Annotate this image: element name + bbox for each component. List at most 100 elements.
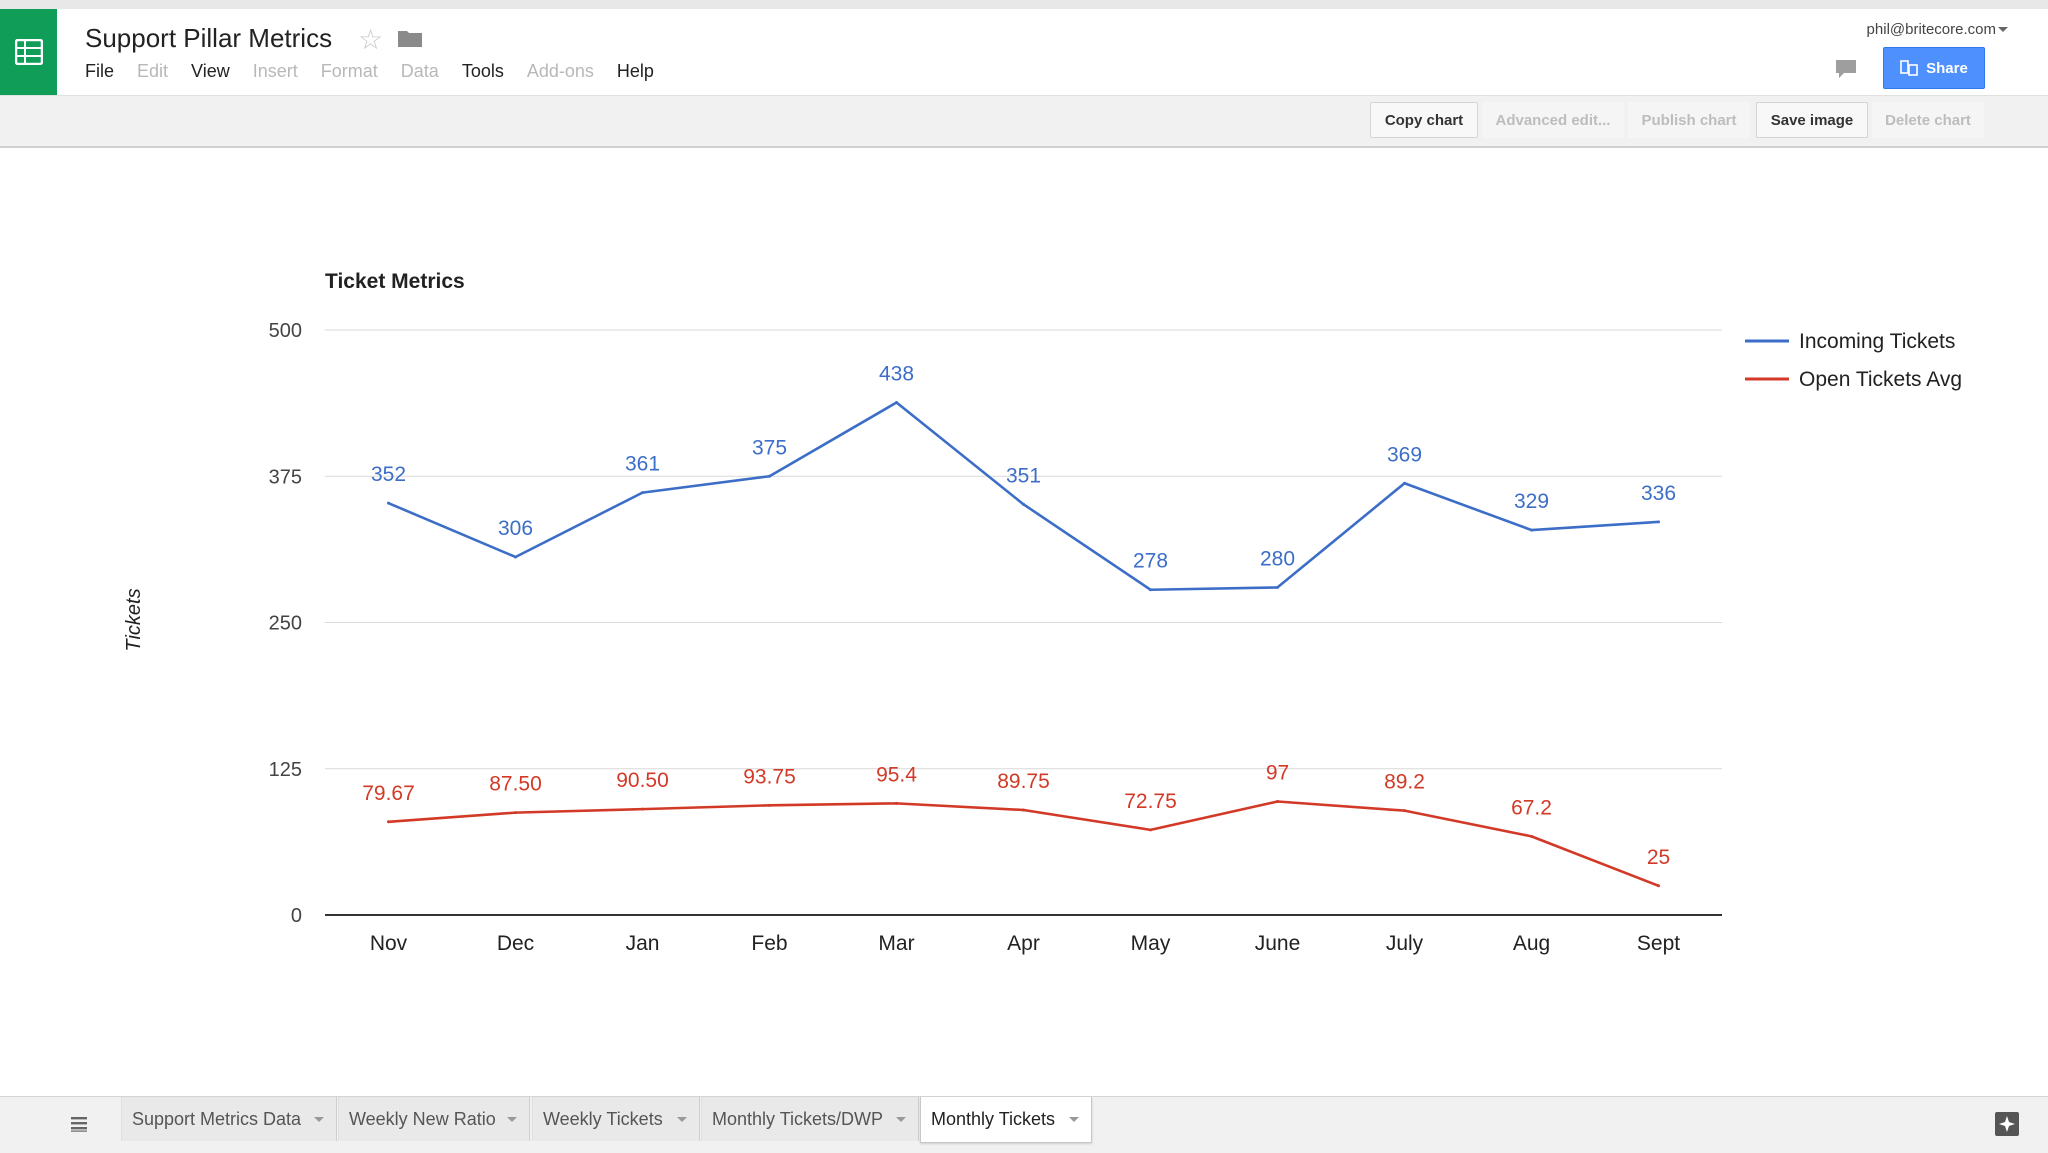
tab-caret-icon[interactable]: [1069, 1117, 1079, 1122]
data-label: 25: [1647, 846, 1670, 869]
menu-tools[interactable]: Tools: [461, 61, 504, 81]
all-sheets-icon[interactable]: [69, 1115, 89, 1138]
data-point: [641, 807, 644, 811]
data-label: 336: [1641, 482, 1676, 505]
sheet-tab-label: Support Metrics Data: [132, 1108, 302, 1129]
y-tick-label: 375: [269, 466, 302, 488]
chart-title: Ticket Metrics: [325, 270, 465, 293]
x-tick-label: June: [1255, 932, 1301, 955]
menu-addons[interactable]: Add-ons: [526, 61, 594, 81]
legend-entry: Incoming Tickets: [1799, 330, 1955, 353]
account-caret-icon[interactable]: [1998, 27, 2008, 32]
y-tick-label: 250: [269, 613, 302, 635]
menu-insert[interactable]: Insert: [252, 61, 298, 81]
chart-area[interactable]: Ticket Metrics Tickets 0 125 250 375 500 Nov D…: [0, 148, 2048, 1096]
sheet-tab-label: Monthly Tickets/DWP: [712, 1108, 884, 1129]
sheet-tab-monthly-tickets-dwp[interactable]: Monthly Tickets/DWP: [701, 1097, 919, 1141]
y-axis-title: Tickets: [123, 588, 145, 651]
user-account[interactable]: phil@britecore.com: [1866, 21, 1996, 38]
tab-caret-icon[interactable]: [507, 1117, 517, 1122]
explore-icon[interactable]: [1994, 1111, 2020, 1142]
sheet-tab-monthly-tickets[interactable]: Monthly Tickets: [920, 1097, 1092, 1143]
tab-caret-icon[interactable]: [677, 1117, 687, 1122]
data-point: [387, 820, 390, 824]
data-point: [1530, 834, 1533, 838]
data-label: 97: [1266, 762, 1289, 785]
data-label: 278: [1133, 550, 1168, 573]
data-label: 352: [371, 463, 406, 486]
x-tick-label: Nov: [370, 932, 408, 955]
data-label: 89.2: [1384, 771, 1425, 794]
menu-bar: File Edit View Insert Format Data Tools …: [85, 61, 677, 82]
share-button[interactable]: Share: [1883, 47, 1985, 89]
menu-help[interactable]: Help: [616, 61, 654, 81]
data-label: 375: [752, 436, 787, 459]
menu-data[interactable]: Data: [400, 61, 439, 81]
share-lock-icon: [1900, 60, 1918, 76]
data-label: 95.4: [876, 763, 917, 786]
comment-icon[interactable]: [1834, 58, 1858, 85]
sheet-tab-label: Weekly Tickets: [543, 1108, 663, 1129]
series-line-incoming-tickets: [387, 401, 1659, 592]
app-header: Support Pillar Metrics ☆ File Edit View …: [0, 9, 2048, 96]
menu-edit[interactable]: Edit: [137, 61, 169, 81]
sheets-logo-icon[interactable]: [0, 9, 57, 95]
data-point: [514, 555, 517, 559]
data-label: 90.50: [616, 769, 669, 792]
data-point: [768, 803, 771, 807]
data-label: 72.75: [1124, 790, 1177, 813]
y-tick-label: 500: [269, 320, 302, 342]
data-label: 79.67: [362, 782, 415, 805]
data-point: [895, 401, 898, 405]
sheet-tab-support-metrics-data[interactable]: Support Metrics Data: [121, 1097, 337, 1141]
delete-chart-button[interactable]: Delete chart: [1872, 102, 1984, 138]
series-line-open-tickets-avg: [388, 800, 1659, 887]
chart-toolbar: Copy chart Advanced edit... Publish char…: [0, 96, 2048, 148]
x-tick-label: Sept: [1637, 932, 1680, 955]
publish-chart-button[interactable]: Publish chart: [1628, 102, 1750, 138]
data-point: [1022, 502, 1025, 506]
save-image-button[interactable]: Save image: [1756, 102, 1868, 138]
data-label: 87.50: [489, 773, 542, 796]
data-point: [1149, 588, 1152, 592]
tab-caret-icon[interactable]: [896, 1117, 906, 1122]
data-point: [641, 491, 644, 495]
share-label: Share: [1926, 59, 1968, 77]
data-point: [1403, 809, 1406, 813]
star-icon[interactable]: ☆: [358, 24, 384, 55]
x-tick-label: Dec: [497, 932, 534, 955]
copy-chart-button[interactable]: Copy chart: [1370, 102, 1478, 138]
data-label: 361: [625, 453, 660, 476]
menu-file[interactable]: File: [85, 61, 115, 81]
sheet-tab-label: Weekly New Ratio: [349, 1108, 496, 1129]
data-point: [1657, 884, 1660, 888]
data-point: [1657, 520, 1660, 524]
folder-icon[interactable]: [398, 29, 422, 52]
document-title[interactable]: Support Pillar Metrics: [85, 23, 333, 53]
x-tick-label: July: [1386, 932, 1424, 955]
sheet-tab-weekly-tickets[interactable]: Weekly Tickets: [532, 1097, 700, 1141]
data-point: [1276, 585, 1279, 589]
data-point: [768, 474, 771, 478]
x-tick-label: Apr: [1007, 932, 1040, 955]
data-label: 67.2: [1511, 796, 1552, 819]
sheet-tabs-bar: Support Metrics Data Weekly New Ratio We…: [0, 1096, 2048, 1153]
x-tick-label: May: [1131, 932, 1171, 955]
advanced-edit-button[interactable]: Advanced edit...: [1482, 102, 1624, 138]
y-tick-label: 125: [269, 759, 302, 781]
data-label: 438: [879, 363, 914, 386]
y-tick-label: 0: [291, 905, 302, 927]
menu-view[interactable]: View: [191, 61, 230, 81]
sheet-tab-weekly-new-ratio[interactable]: Weekly New Ratio: [338, 1097, 530, 1141]
data-label: 351: [1006, 464, 1041, 487]
menu-format[interactable]: Format: [320, 61, 378, 81]
line-chart[interactable]: Ticket Metrics Tickets 0 125 250 375 500 Nov D…: [0, 148, 2048, 1096]
data-label: 306: [498, 517, 533, 540]
browser-top-strip: [0, 0, 2048, 9]
data-point: [1403, 481, 1406, 485]
data-label: 93.75: [743, 765, 796, 788]
data-point: [1149, 828, 1152, 832]
tab-caret-icon[interactable]: [314, 1117, 324, 1122]
x-tick-label: Mar: [878, 932, 914, 955]
data-point: [1530, 528, 1533, 532]
